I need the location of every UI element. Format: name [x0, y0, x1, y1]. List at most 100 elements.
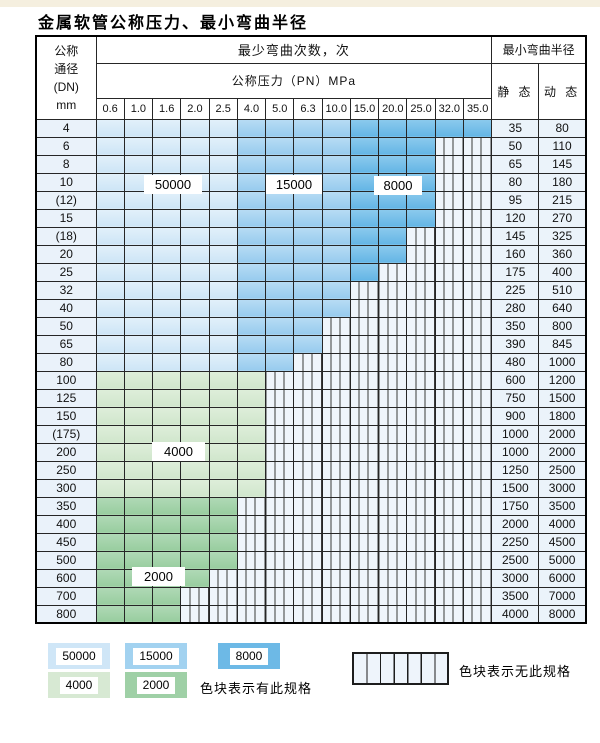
static-radius-dn700: 3500	[491, 586, 540, 606]
spec-cell-dn100-pn5.0	[265, 370, 295, 390]
pressure-col-header-0.6: 0.6	[95, 97, 125, 120]
spec-cell-dn450-pn5.0	[265, 532, 295, 552]
static-radius-dn600: 3000	[491, 568, 540, 588]
page-title: 金属软管公称压力、最小弯曲半径	[38, 13, 309, 32]
spec-cell-dn500-pn2.5	[208, 550, 238, 570]
spec-cell-dn125-pn10.0	[321, 388, 351, 408]
spec-cell-dn300-pn5.0	[265, 478, 295, 498]
region-label-8000: 8000	[374, 176, 422, 195]
spec-cell-dn350-pn0.6	[95, 496, 125, 516]
dynamic-radius-dn250: 2500	[538, 460, 587, 480]
spec-cell-dn400-pn6.3	[293, 514, 323, 534]
spec-cell-dn8-pn2.0	[180, 154, 210, 174]
spec-cell-dn400-pn1.0	[123, 514, 154, 534]
spec-cell-dn6-pn2.0	[180, 136, 210, 156]
spec-cell-dn500-pn25.0	[406, 550, 436, 570]
spec-cell-dn(175)-pn2.0	[180, 424, 210, 444]
spec-cell-dn15-pn10.0	[321, 208, 351, 228]
spec-cell-dn(175)-pn6.3	[293, 424, 323, 444]
static-radius-dn4: 35	[491, 118, 540, 138]
spec-cell-dn10-pn35.0	[462, 172, 493, 192]
spec-cell-dn20-pn2.5	[208, 244, 238, 264]
spec-cell-dn500-pn5.0	[265, 550, 295, 570]
dn-cell-600: 600	[35, 568, 97, 588]
dynamic-radius-dn40: 640	[538, 298, 587, 318]
spec-cell-dn500-pn2.0	[180, 550, 210, 570]
spec-cell-dn25-pn0.6	[95, 262, 125, 282]
spec-cell-dn100-pn6.3	[293, 370, 323, 390]
spec-cell-dn450-pn10.0	[321, 532, 351, 552]
spec-cell-dn50-pn1.0	[123, 316, 154, 336]
spec-cell-dn800-pn0.6	[95, 604, 125, 624]
spec-cell-dn125-pn1.6	[152, 388, 182, 408]
spec-cell-dn15-pn5.0	[265, 208, 295, 228]
legend-swatch-2000: 2000	[125, 672, 187, 698]
spec-cell-dn400-pn20.0	[378, 514, 408, 534]
spec-cell-dn350-pn35.0	[462, 496, 493, 516]
spec-cell-dn40-pn25.0	[406, 298, 436, 318]
spec-cell-dn150-pn1.6	[152, 406, 182, 426]
spec-cell-dn25-pn2.0	[180, 262, 210, 282]
spec-cell-dn8-pn35.0	[462, 154, 493, 174]
spec-cell-dn50-pn35.0	[462, 316, 493, 336]
spec-cell-dn450-pn32.0	[434, 532, 464, 552]
header-row-2: 公称压力（PN）MPa 静 态 动 态	[36, 62, 587, 120]
spec-cell-dn(18)-pn2.0	[180, 226, 210, 246]
spec-cell-dn400-pn0.6	[95, 514, 125, 534]
pressure-col-header-32.0: 32.0	[434, 97, 464, 120]
spec-cell-dn6-pn35.0	[462, 136, 493, 156]
spec-cell-dn65-pn10.0	[321, 334, 351, 354]
spec-cell-dn40-pn20.0	[378, 298, 408, 318]
spec-cell-dn600-pn2.0	[180, 568, 210, 588]
dn-cell-20: 20	[35, 244, 97, 264]
dn-cell-4: 4	[35, 118, 97, 138]
static-radius-dn450: 2250	[491, 532, 540, 552]
spec-cell-dn150-pn10.0	[321, 406, 351, 426]
static-radius-dn125: 750	[491, 388, 540, 408]
spec-cell-dn450-pn1.0	[123, 532, 154, 552]
spec-cell-dn15-pn20.0	[378, 208, 408, 228]
spec-cell-dn65-pn0.6	[95, 334, 125, 354]
spec-cell-dn100-pn35.0	[462, 370, 493, 390]
static-radius-dn800: 4000	[491, 604, 540, 624]
dn-cell-40: 40	[35, 298, 97, 318]
spec-cell-dn300-pn25.0	[406, 478, 436, 498]
spec-cell-dn4-pn5.0	[265, 118, 295, 138]
spec-cell-dn800-pn20.0	[378, 604, 408, 624]
dn-cell-10: 10	[35, 172, 97, 192]
table-row-dn-50: 50 350 800	[35, 316, 587, 336]
dn-cell-100: 100	[35, 370, 97, 390]
spec-cell-dn65-pn5.0	[265, 334, 295, 354]
spec-cell-dn250-pn32.0	[434, 460, 464, 480]
spec-cell-dn50-pn25.0	[406, 316, 436, 336]
spec-cell-dn15-pn0.6	[95, 208, 125, 228]
spec-cell-dn200-pn35.0	[462, 442, 493, 462]
dynamic-radius-dn65: 845	[538, 334, 587, 354]
spec-cell-dn500-pn6.3	[293, 550, 323, 570]
spec-cell-dn700-pn0.6	[95, 586, 125, 606]
spec-cell-dn500-pn4.0	[236, 550, 267, 570]
spec-cell-dn300-pn32.0	[434, 478, 464, 498]
table-row-dn-150: 150 900 1800	[35, 406, 587, 426]
spec-cell-dn300-pn4.0	[236, 478, 267, 498]
static-radius-dn(12): 95	[491, 190, 540, 210]
table-row-dn-32: 32 225 510	[35, 280, 587, 300]
spec-cell-dn65-pn35.0	[462, 334, 493, 354]
spec-cell-dn20-pn4.0	[236, 244, 267, 264]
spec-cell-dn800-pn15.0	[349, 604, 380, 624]
table-row-dn-400: 400 2000 4000	[35, 514, 587, 534]
spec-cell-dn65-pn2.5	[208, 334, 238, 354]
spec-cell-dn80-pn2.5	[208, 352, 238, 372]
spec-cell-dn65-pn20.0	[378, 334, 408, 354]
spec-cell-dn10-pn0.6	[95, 172, 125, 192]
spec-cell-dn40-pn15.0	[349, 298, 380, 318]
spec-cell-dn25-pn5.0	[265, 262, 295, 282]
spec-cell-dn8-pn20.0	[378, 154, 408, 174]
spec-cell-dn(175)-pn0.6	[95, 424, 125, 444]
spec-cell-dn800-pn35.0	[462, 604, 493, 624]
dynamic-radius-dn32: 510	[538, 280, 587, 300]
spec-cell-dn4-pn4.0	[236, 118, 267, 138]
spec-cell-dn450-pn2.5	[208, 532, 238, 552]
dn-header-cell: 公称 通径 (DN) mm	[35, 35, 97, 120]
spec-table-body: 4 35 80 6 50 110 8 65 145 10 80 180 (12) 95 215 15 120 27…	[35, 118, 587, 624]
